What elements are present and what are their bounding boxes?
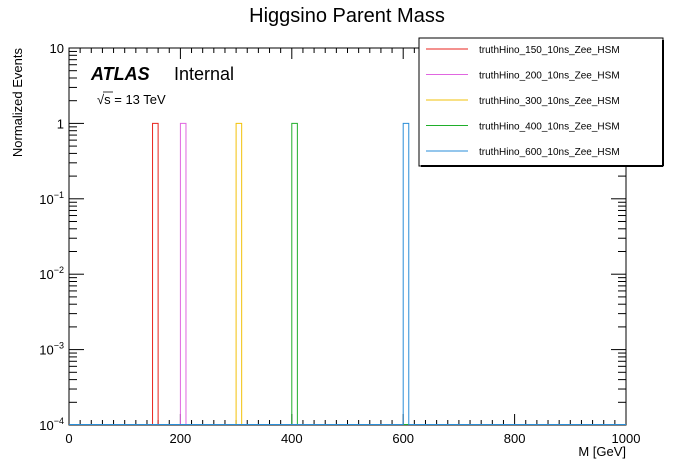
x-axis-label: M [GeV] [578,444,626,459]
y-tick-label: 10−2 [39,265,64,282]
histogram-series [69,122,626,425]
y-tick-label: 1 [57,116,64,131]
x-tick-label: 1000 [612,431,641,446]
legend-label-truthHino_300_10ns_Zee_HSM: truthHino_300_10ns_Zee_HSM [479,96,620,107]
y-tick-exponent: −1 [54,190,64,200]
legend-label-truthHino_600_10ns_Zee_HSM: truthHino_600_10ns_Zee_HSM [479,147,620,158]
x-tick-label: 0 [65,431,72,446]
sqrt-s: √s [97,92,111,107]
histogram-truthHino_600_10ns_Zee_HSM [69,122,626,425]
y-tick-label: 10−3 [39,341,64,358]
energy-label: √s = 13 TeV [97,92,166,107]
y-tick-base: 1 [57,116,64,131]
y-tick-base: 10 [39,418,53,433]
y-tick-base: 10 [39,192,53,207]
legend-label-truthHino_400_10ns_Zee_HSM: truthHino_400_10ns_Zee_HSM [479,122,620,133]
internal-label: Internal [174,64,234,84]
y-axis-label: Normalized Events [10,48,25,158]
x-tick-labels: 0 200 400 600 800 1000 [65,431,640,446]
chart-title: Higgsino Parent Mass [249,5,445,27]
y-tick-base: 10 [39,343,53,358]
x-tick-label: 200 [170,431,192,446]
y-tick-label: 10 [50,41,64,56]
y-tick-exponent: −2 [54,265,64,275]
energy-value: = 13 TeV [111,92,166,107]
x-tick-label: 400 [281,431,303,446]
legend-label-truthHino_200_10ns_Zee_HSM: truthHino_200_10ns_Zee_HSM [479,71,620,82]
x-tick-label: 600 [392,431,414,446]
legend-label-truthHino_150_10ns_Zee_HSM: truthHino_150_10ns_Zee_HSM [479,45,620,56]
y-tick-label: 10−1 [39,190,64,207]
x-tick-label: 800 [504,431,526,446]
y-tick-base: 10 [39,267,53,282]
y-tick-exponent: −3 [54,341,64,351]
legend: truthHino_150_10ns_Zee_HSM truthHino_200_… [418,37,664,167]
legend-entries: truthHino_150_10ns_Zee_HSM truthHino_200_… [426,45,620,158]
atlas-label: ATLAS [90,64,150,84]
y-tick-exponent: −4 [54,416,64,426]
y-tick-base: 10 [50,41,64,56]
y-tick-label: 10−4 [39,416,64,433]
